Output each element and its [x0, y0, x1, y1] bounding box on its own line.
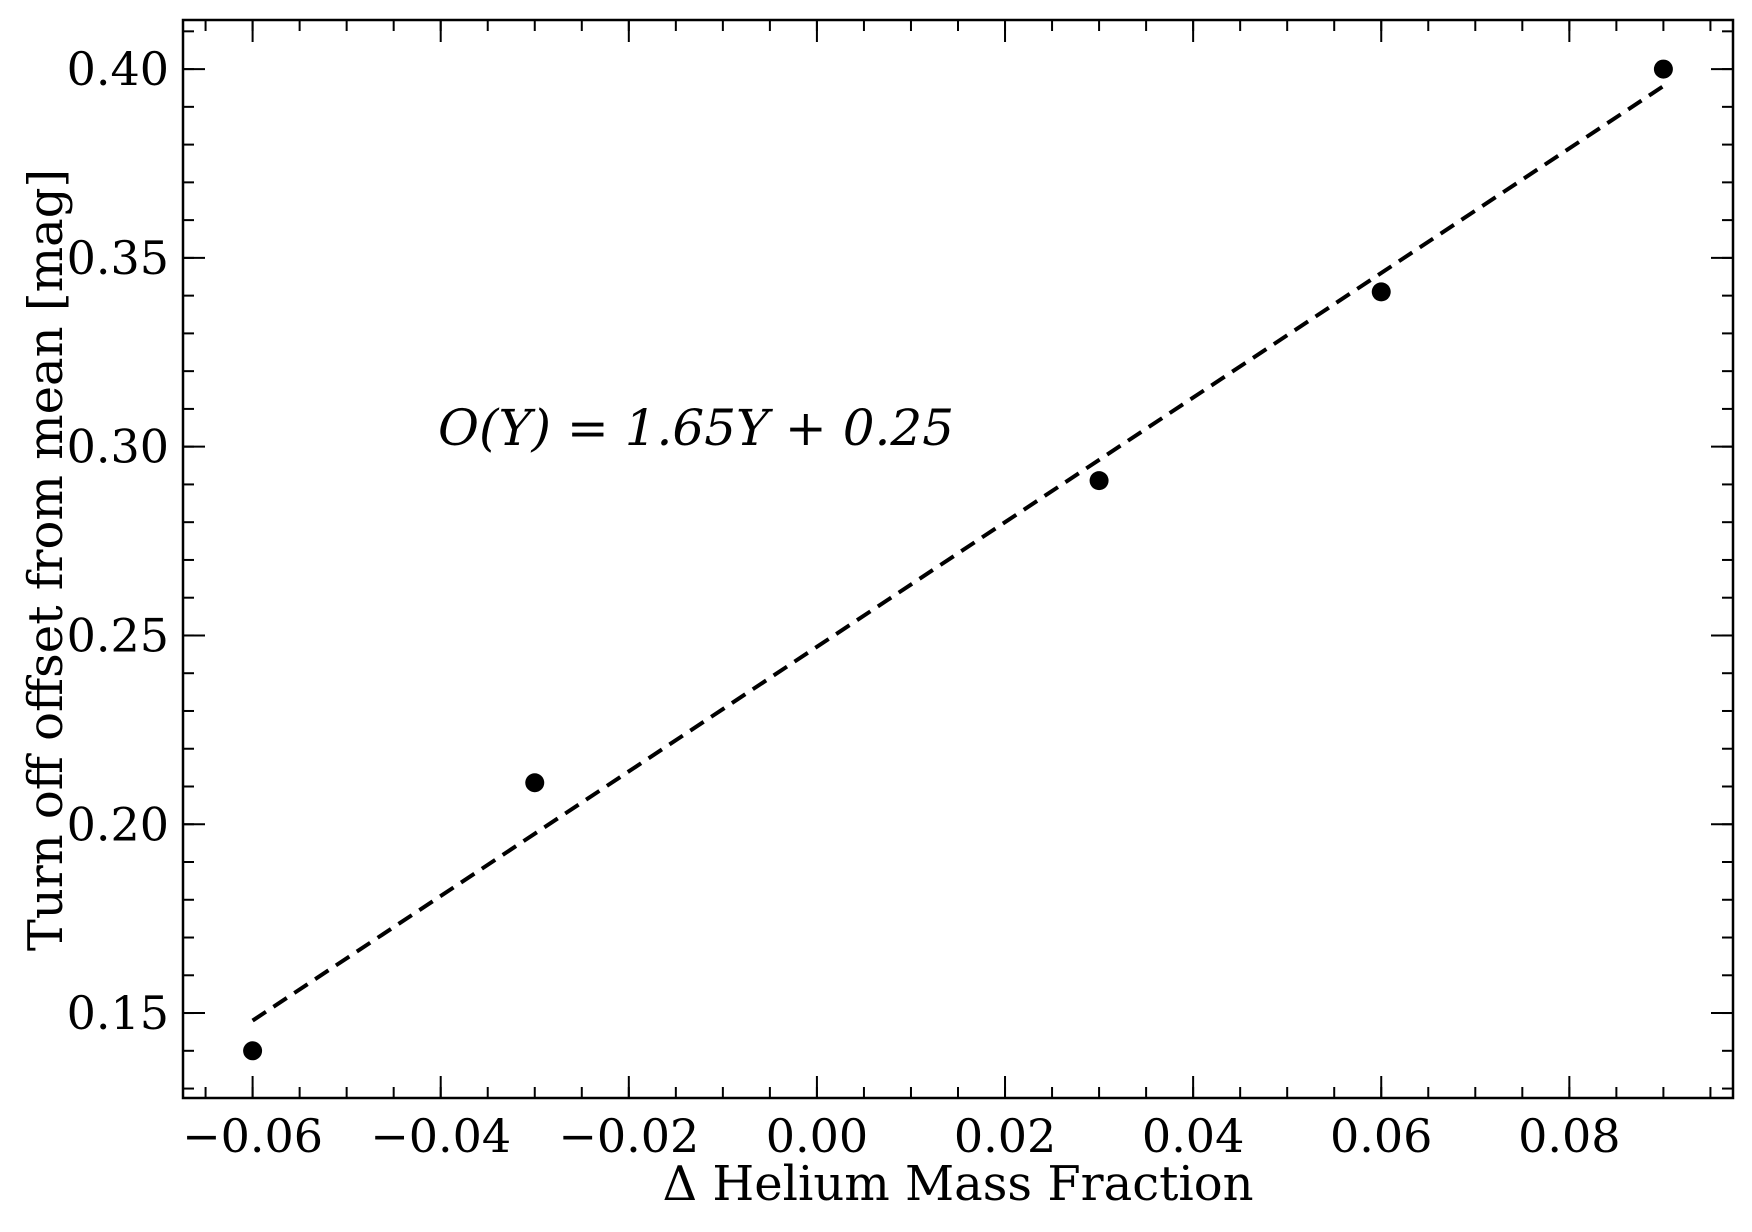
- x-tick-label: 0.04: [1142, 1109, 1244, 1163]
- x-tick-label: 0.02: [954, 1109, 1056, 1163]
- x-axis-label: Δ Helium Mass Fraction: [662, 1156, 1253, 1212]
- x-tick-label: −0.06: [182, 1109, 323, 1163]
- x-tick-label: −0.04: [370, 1109, 511, 1163]
- fit-line-group: [251, 84, 1665, 1023]
- y-tick-label: 0.15: [67, 986, 169, 1040]
- y-tick-label: 0.20: [67, 797, 169, 851]
- x-tick-label: 0.06: [1330, 1109, 1432, 1163]
- x-tick-label: 0.08: [1518, 1109, 1620, 1163]
- data-point: [1371, 282, 1391, 302]
- plot-frame: [181, 18, 1735, 1100]
- fit-line: [251, 84, 1665, 1023]
- data-point: [525, 773, 545, 793]
- y-axis-label: Turn off offset from mean [mag]: [18, 169, 74, 951]
- data-points: [243, 59, 1673, 1061]
- data-point: [1653, 59, 1673, 79]
- y-tick-label: 0.25: [67, 608, 169, 662]
- y-tick-label: 0.30: [67, 420, 169, 474]
- y-tick-label: 0.35: [67, 231, 169, 285]
- ticks: [183, 20, 1733, 1098]
- data-point: [1089, 471, 1109, 491]
- x-tick-label: −0.02: [558, 1109, 699, 1163]
- tick-labels: −0.06 −0.04 −0.02 0.00 0.02 0.04 0.06 0.08 0.15 0…: [67, 42, 1621, 1163]
- x-tick-label: 0.00: [766, 1109, 868, 1163]
- data-point: [243, 1041, 263, 1061]
- y-tick-label: 0.40: [67, 42, 169, 96]
- fit-equation: O(Y) = 1.65Y + 0.25: [438, 399, 954, 457]
